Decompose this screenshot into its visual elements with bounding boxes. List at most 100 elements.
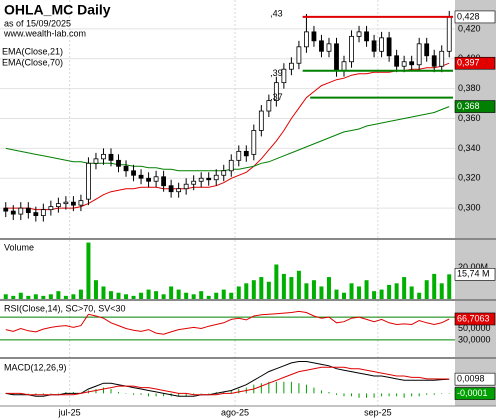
source: www.wealth-lab.com	[3, 28, 86, 38]
volume-bar	[372, 291, 377, 299]
candle-body	[296, 46, 302, 64]
histogram-bar	[268, 381, 270, 394]
value-label: 0,0098	[457, 374, 485, 384]
value-label: 66,7063	[457, 313, 490, 323]
histogram-bar	[441, 393, 443, 394]
histogram-bar	[298, 383, 300, 394]
candle-body	[281, 68, 287, 84]
candle-body	[401, 61, 407, 67]
volume-bar	[432, 273, 437, 299]
series-line	[5, 366, 450, 396]
candle-body	[183, 183, 189, 190]
histogram-bar	[133, 393, 135, 395]
value-label: 15,74 M	[457, 269, 490, 279]
volume-bar	[296, 270, 301, 299]
candle-body	[63, 201, 69, 205]
value-label: 0,428	[457, 11, 480, 21]
candle-body	[48, 206, 54, 211]
legend-entry: EMA(Close,21)	[2, 46, 63, 56]
volume-bar	[191, 294, 196, 299]
candle-body	[123, 165, 129, 172]
volume-bar	[199, 291, 204, 299]
histogram-bar	[426, 393, 428, 395]
candle-body	[319, 40, 324, 52]
volume-bar	[33, 294, 38, 299]
histogram-bar	[118, 391, 120, 394]
value-label: 0,368	[457, 101, 480, 111]
volume-bar	[3, 294, 8, 299]
histogram-bar	[283, 381, 285, 394]
histogram-bar	[193, 393, 195, 395]
series-line	[5, 106, 450, 172]
x-tick-label: ago-25	[221, 407, 249, 417]
volume-bar	[139, 292, 144, 299]
candle-body	[251, 130, 257, 155]
histogram-bar	[388, 393, 390, 397]
histogram-bar	[381, 393, 383, 397]
histogram-bar	[163, 393, 165, 397]
volume-bar	[41, 295, 46, 299]
volume-bar	[18, 292, 23, 299]
volume-bar	[281, 273, 286, 299]
histogram-bar	[313, 387, 315, 394]
y-tick-label: 20,00M	[458, 262, 488, 272]
candle-body	[356, 31, 362, 37]
volume-bar	[229, 292, 234, 299]
histogram-bar	[448, 393, 450, 394]
histogram-bar	[260, 383, 262, 394]
volume-bar	[394, 283, 399, 299]
volume-bar	[311, 280, 316, 299]
volume-bar	[251, 280, 256, 299]
x-tick-label: sep-25	[364, 407, 392, 417]
histogram-bar	[155, 393, 157, 397]
series-line	[5, 310, 450, 335]
volume-bar	[86, 242, 91, 299]
volume-bar	[326, 277, 331, 299]
volume-bar	[78, 289, 83, 299]
volume-bar	[439, 283, 444, 299]
histogram-bar	[178, 393, 180, 397]
annotation: ,43	[270, 8, 283, 18]
histogram-bar	[328, 391, 330, 394]
candle-body	[55, 203, 61, 208]
candle-body	[364, 31, 369, 42]
candle-body	[108, 153, 114, 161]
volume-bar	[93, 280, 98, 299]
value-label: 0,397	[457, 58, 480, 68]
histogram-bar	[27, 393, 29, 394]
histogram-bar	[373, 393, 375, 398]
annotation: ,39	[270, 68, 283, 78]
panel-title: MACD(12,26,9)	[4, 362, 67, 372]
volume-bar	[206, 295, 211, 299]
value-box	[454, 268, 496, 281]
histogram-bar	[200, 393, 202, 394]
volume-bar	[56, 291, 61, 299]
value-box	[454, 387, 496, 400]
panel-title: Volume	[4, 242, 34, 252]
volume-bar	[364, 280, 369, 299]
series-line	[5, 62, 450, 211]
candle-body	[431, 55, 437, 67]
candle-body	[138, 174, 144, 179]
histogram-bar	[290, 381, 292, 394]
histogram-bar	[215, 391, 217, 394]
candle-body	[288, 62, 294, 70]
histogram-bar	[208, 393, 210, 394]
candle-body	[379, 37, 384, 52]
candle-body	[273, 82, 279, 101]
histogram-bar	[305, 384, 307, 394]
volume-bar	[146, 289, 151, 299]
volume-bar	[379, 289, 384, 299]
histogram-bar	[403, 393, 405, 398]
candle-body	[10, 210, 16, 215]
volume-bar	[11, 295, 16, 299]
volume-bar	[357, 286, 362, 299]
candle-body	[334, 43, 339, 72]
histogram-bar	[50, 393, 52, 394]
candle-body	[146, 177, 151, 182]
value-box	[454, 100, 496, 113]
candle-body	[326, 43, 332, 52]
histogram-bar	[275, 381, 277, 394]
volume-bar	[71, 294, 76, 299]
